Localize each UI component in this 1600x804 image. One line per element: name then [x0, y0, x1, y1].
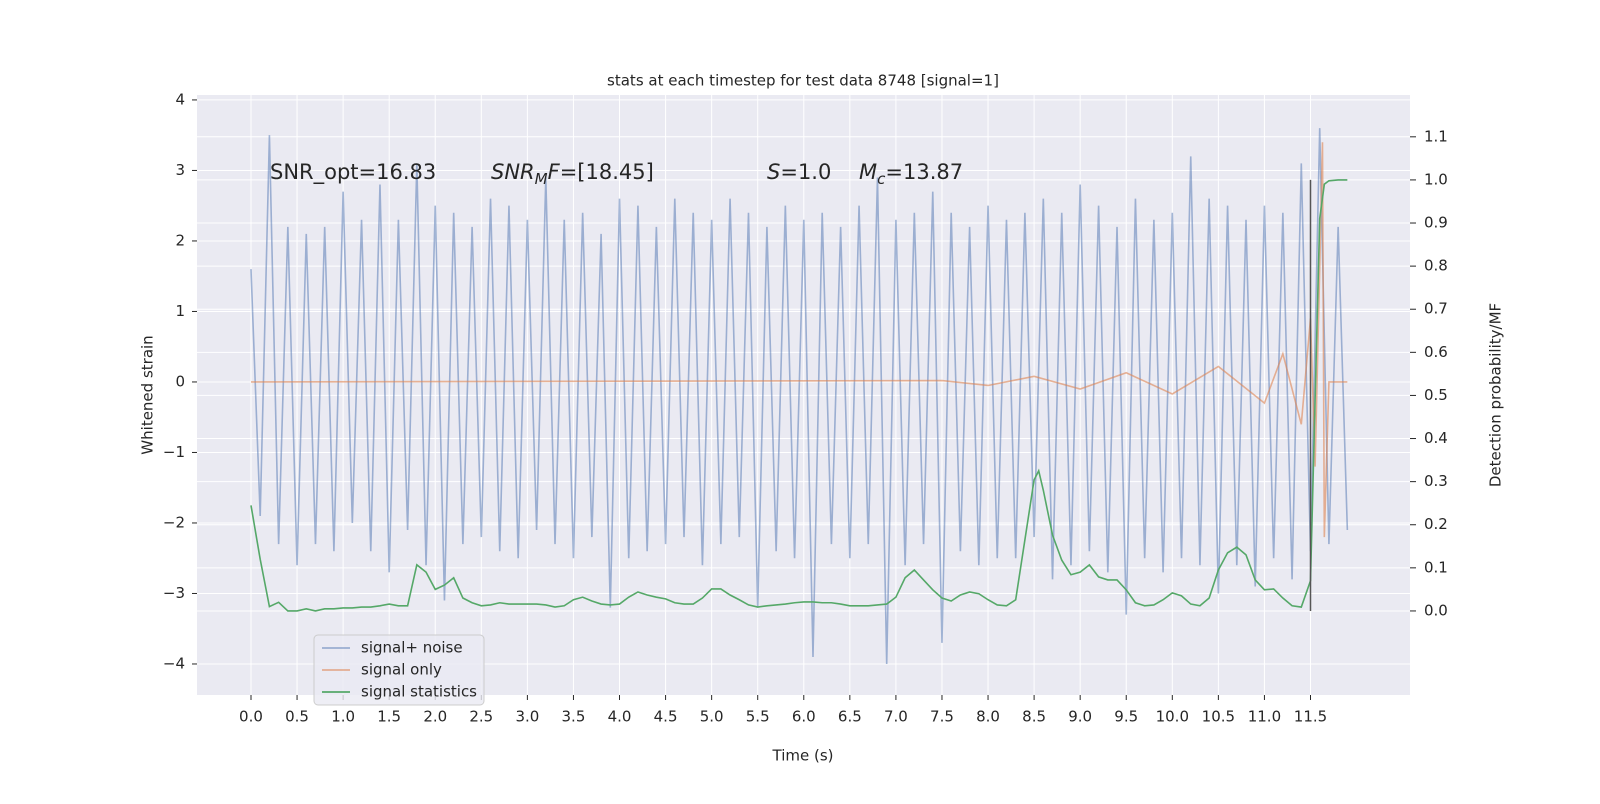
y2-tick-label: 0.4	[1424, 429, 1448, 447]
x-tick-label: 6.0	[792, 708, 816, 726]
y-tick-label: 0	[175, 372, 185, 390]
y2-tick-label: 1.0	[1424, 170, 1448, 188]
y2-tick-label: 0.8	[1424, 257, 1448, 275]
y-tick-label: 2	[175, 231, 185, 249]
x-tick-label: 9.5	[1114, 708, 1138, 726]
x-axis-label: Time (s)	[772, 747, 834, 765]
x-tick-label: 5.0	[700, 708, 724, 726]
x-tick-label: 6.5	[838, 708, 862, 726]
annotation-part: =1.0	[780, 160, 831, 184]
annotation: SNRMF=[18.45]	[491, 160, 654, 188]
annotation: SNR_opt=16.83	[270, 160, 436, 185]
y2-tick-label: 0.1	[1424, 558, 1448, 576]
y-tick-label: 1	[175, 302, 185, 320]
annotation-part: M	[535, 170, 548, 188]
y2-tick-label: 0.2	[1424, 515, 1448, 533]
legend-box	[313, 634, 485, 706]
x-tick-label: 5.5	[746, 708, 770, 726]
legend-label: signal+ noise	[361, 639, 463, 657]
y2-tick-label: 0.5	[1424, 386, 1448, 404]
annotation-part: c	[877, 170, 886, 188]
y-tick-label: −4	[163, 654, 185, 672]
series-line	[250, 128, 1349, 664]
x-tick-label: 11.5	[1294, 708, 1327, 726]
chart-title: stats at each timestep for test data 874…	[607, 72, 999, 90]
x-tick-label: 4.5	[654, 708, 678, 726]
x-tick-label: 9.0	[1068, 708, 1092, 726]
y-tick-label: 3	[175, 161, 185, 179]
x-tick-label: 10.0	[1156, 708, 1189, 726]
y2-tick-label: 0.3	[1424, 472, 1448, 490]
series-line	[250, 179, 1348, 612]
legend-label: signal statistics	[361, 683, 477, 701]
x-tick-label: 11.0	[1248, 708, 1281, 726]
y-tick-label: −3	[163, 584, 185, 602]
x-tick-label: 3.5	[562, 708, 586, 726]
series-line	[250, 142, 1348, 538]
x-tick-label: 1.5	[377, 708, 401, 726]
y-tick-label: −2	[163, 513, 185, 531]
annotation-part: S	[767, 160, 780, 184]
y-axis-label: Whitened strain	[139, 335, 157, 454]
annotation-part: =13.87	[885, 160, 963, 184]
y2-tick-label: 0.6	[1424, 343, 1448, 361]
x-tick-label: 0.0	[239, 708, 263, 726]
x-tick-label: 7.5	[930, 708, 954, 726]
annotation-part: =[18.45]	[560, 160, 654, 184]
y2-tick-label: 1.1	[1424, 127, 1448, 145]
annotation: Mc=13.87	[859, 160, 963, 188]
annotation-part: SNR_opt=16.83	[270, 160, 436, 185]
y2-tick-label: 0.9	[1424, 214, 1448, 232]
x-tick-label: 2.5	[469, 708, 493, 726]
annotation-part: F	[548, 160, 561, 184]
annotation: S=1.0	[767, 160, 831, 184]
y-tick-label: 4	[175, 90, 185, 108]
x-tick-label: 8.5	[1022, 708, 1046, 726]
x-tick-label: 7.0	[884, 708, 908, 726]
x-tick-label: 8.0	[976, 708, 1000, 726]
x-tick-label: 10.5	[1202, 708, 1235, 726]
y2-tick-label: 0.0	[1424, 601, 1448, 619]
x-tick-label: 0.5	[285, 708, 309, 726]
x-tick-label: 3.0	[515, 708, 539, 726]
x-tick-label: 4.0	[608, 708, 632, 726]
y-tick-label: −1	[163, 443, 185, 461]
annotation-part: M	[859, 160, 877, 184]
x-tick-label: 2.0	[423, 708, 447, 726]
legend-label: signal only	[361, 661, 442, 679]
x-tick-label: 1.0	[331, 708, 355, 726]
annotation-part: SNR	[491, 160, 535, 184]
y2-axis-label: Detection probability/MF	[1487, 303, 1505, 487]
y2-tick-label: 0.7	[1424, 300, 1448, 318]
